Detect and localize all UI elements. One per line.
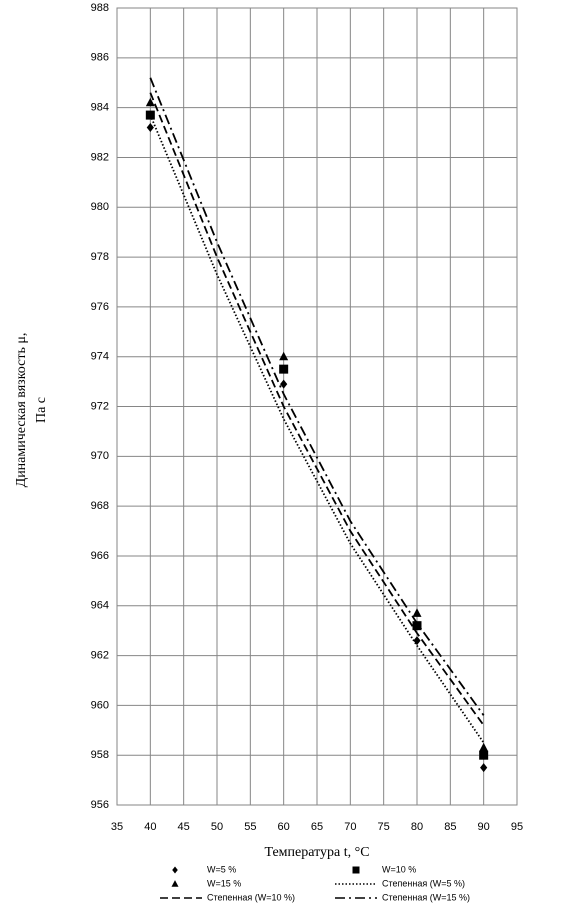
- legend-label: Степенная (W=5 %): [382, 878, 465, 888]
- point: [280, 379, 288, 389]
- legend-label: Степенная (W=15 %): [382, 892, 470, 902]
- legend-label: W=10 %: [382, 864, 416, 874]
- trend-line: [149, 92, 485, 726]
- point: [413, 636, 421, 646]
- y-tick-label: 966: [91, 550, 109, 562]
- x-tick-label: 80: [411, 821, 423, 833]
- point: [145, 97, 155, 107]
- trend-line: [149, 114, 485, 744]
- y-tick-label: 988: [91, 2, 109, 14]
- x-tick-label: 60: [278, 821, 290, 833]
- x-tick-label: 95: [511, 821, 523, 833]
- y-tick-label: 960: [91, 699, 109, 711]
- point: [279, 364, 289, 374]
- x-tick-label: 35: [111, 821, 123, 833]
- x-tick-label: 50: [211, 821, 223, 833]
- point: [412, 621, 422, 631]
- point: [479, 742, 489, 752]
- y-tick-label: 972: [91, 400, 109, 412]
- x-tick-label: 45: [178, 821, 190, 833]
- legend-label: Степенная (W=10 %): [207, 892, 295, 902]
- y-tick-label: 968: [91, 500, 109, 512]
- x-tick-label: 70: [344, 821, 356, 833]
- y-tick-label: 982: [91, 151, 109, 163]
- legend-label: W=15 %: [207, 878, 241, 888]
- y-tick-label: 974: [91, 351, 109, 363]
- y-axis-label: Па с: [34, 397, 49, 423]
- x-axis-label: Температура t, °C: [264, 845, 369, 860]
- y-tick-label: 976: [91, 301, 109, 313]
- point: [412, 608, 422, 617]
- trend-line: [149, 77, 485, 716]
- point: [146, 123, 154, 133]
- x-tick-label: 55: [244, 821, 256, 833]
- y-tick-label: 970: [91, 450, 109, 462]
- y-axis-label: Динамическая вязкость μ,: [14, 333, 29, 488]
- y-tick-label: 978: [91, 251, 109, 263]
- legend-swatch: [352, 866, 360, 874]
- y-tick-label: 962: [91, 649, 109, 661]
- legend-swatch: [172, 866, 178, 874]
- y-tick-label: 986: [91, 52, 109, 64]
- y-tick-label: 958: [91, 749, 109, 761]
- y-tick-label: 956: [91, 799, 109, 811]
- y-tick-label: 964: [91, 600, 109, 612]
- x-tick-label: 40: [144, 821, 156, 833]
- legend-label: W=5 %: [207, 864, 236, 874]
- x-tick-label: 85: [444, 821, 456, 833]
- x-tick-label: 65: [311, 821, 323, 833]
- point: [479, 750, 489, 760]
- legend-swatch: [171, 880, 179, 887]
- y-tick-label: 980: [91, 201, 109, 213]
- x-tick-label: 75: [378, 821, 390, 833]
- y-tick-label: 984: [91, 102, 109, 114]
- point: [480, 763, 488, 773]
- x-tick-label: 90: [478, 821, 490, 833]
- point: [279, 351, 289, 361]
